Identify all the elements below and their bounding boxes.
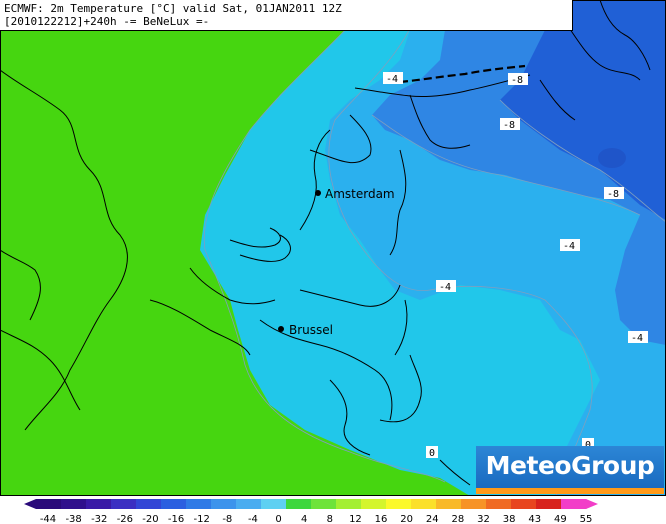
color-legend-swatch [236, 499, 262, 509]
color-legend-swatch [286, 499, 312, 509]
city-label-amsterdam: Amsterdam [325, 187, 395, 201]
color-legend-label: 4 [301, 514, 307, 524]
color-legend-label: -20 [142, 514, 158, 524]
frisian-islands [399, 64, 526, 84]
city-marker-brussel [278, 326, 284, 332]
color-legend-swatch [461, 499, 487, 509]
color-legend-label: 24 [426, 514, 439, 524]
color-legend-label: -26 [117, 514, 133, 524]
color-legend-swatch [161, 499, 187, 509]
color-legend-label: 0 [275, 514, 281, 524]
color-legend-label: -4 [248, 514, 258, 524]
coastlines-borders [0, 0, 651, 486]
color-legend-label: -12 [194, 514, 210, 524]
map-subtitle: [2010122212]+240h -= BeNeLux =- [4, 15, 210, 28]
color-legend-swatch [36, 499, 62, 509]
color-legend-label: -8 [222, 514, 232, 524]
color-legend: -44 -38 -32 -26 -20 -16 -12 -8 -4 0 4 8 12 16 20 24 28 32… [24, 499, 598, 524]
color-legend-label: 55 [580, 514, 593, 524]
color-legend-swatch [211, 499, 237, 509]
color-legend-arrow-low [24, 499, 36, 509]
color-legend-label: -32 [91, 514, 107, 524]
color-legend-swatch [311, 499, 337, 509]
city-marker-amsterdam [315, 190, 321, 196]
svg-text:-4: -4 [563, 241, 575, 252]
contour-lines [203, 0, 666, 496]
color-legend-label: -16 [168, 514, 184, 524]
contour-labels: -4 -8 -8 -8 -4 -4 -4 0 0 [383, 72, 648, 459]
color-legend-swatch [361, 499, 387, 509]
map-title: ECMWF: 2m Temperature [°C] valid Sat, 01… [4, 2, 342, 15]
svg-text:0: 0 [429, 448, 435, 459]
color-legend-swatch [186, 499, 212, 509]
temp-cell-cold [598, 148, 626, 168]
color-legend-label: 28 [452, 514, 465, 524]
color-legend-arrow-high [586, 499, 598, 509]
map-title-box: ECMWF: 2m Temperature [°C] valid Sat, 01… [0, 0, 573, 31]
city-label-brussel: Brussel [289, 323, 333, 337]
color-legend-swatch [336, 499, 362, 509]
color-legend-label: 16 [375, 514, 388, 524]
color-legend-label: 43 [528, 514, 541, 524]
svg-text:-4: -4 [386, 74, 398, 85]
color-legend-labels: -44 -38 -32 -26 -20 -16 -12 -8 -4 0 4 8 12 16 20 24 28 32… [40, 514, 593, 524]
svg-text:-8: -8 [503, 120, 515, 131]
color-legend-swatch [561, 499, 587, 509]
color-legend-swatch [61, 499, 87, 509]
color-legend-swatch [111, 499, 137, 509]
color-legend-swatch [436, 499, 462, 509]
color-legend-swatch [386, 499, 412, 509]
color-legend-label: 32 [477, 514, 490, 524]
svg-text:-8: -8 [511, 75, 523, 86]
color-legend-label: -44 [40, 514, 56, 524]
color-legend-label: 20 [400, 514, 413, 524]
color-legend-label: 38 [503, 514, 516, 524]
color-legend-swatch [261, 499, 287, 509]
color-legend-swatch [486, 499, 512, 509]
meteogroup-logo: MeteoGroup [476, 446, 664, 494]
color-legend-swatches [24, 499, 598, 509]
color-legend-label: -38 [65, 514, 81, 524]
logo-text: MeteoGroup [485, 451, 655, 480]
color-legend-swatch [136, 499, 162, 509]
temp-zone-deepblue [500, 0, 666, 220]
color-legend-label: 8 [327, 514, 333, 524]
temperature-map: Amsterdam Brussel -4 -8 -8 -8 -4 -4 -4 0… [0, 0, 666, 496]
color-legend-swatch [411, 499, 437, 509]
svg-text:-4: -4 [631, 333, 643, 344]
color-legend-label: 12 [349, 514, 362, 524]
color-legend-swatch [536, 499, 562, 509]
color-legend-label: 49 [554, 514, 567, 524]
svg-text:-4: -4 [439, 282, 451, 293]
color-legend-swatch [86, 499, 112, 509]
svg-text:-8: -8 [607, 189, 619, 200]
svg-text:0: 0 [585, 440, 591, 451]
logo-accent-bar [476, 488, 664, 494]
color-legend-swatch [511, 499, 537, 509]
